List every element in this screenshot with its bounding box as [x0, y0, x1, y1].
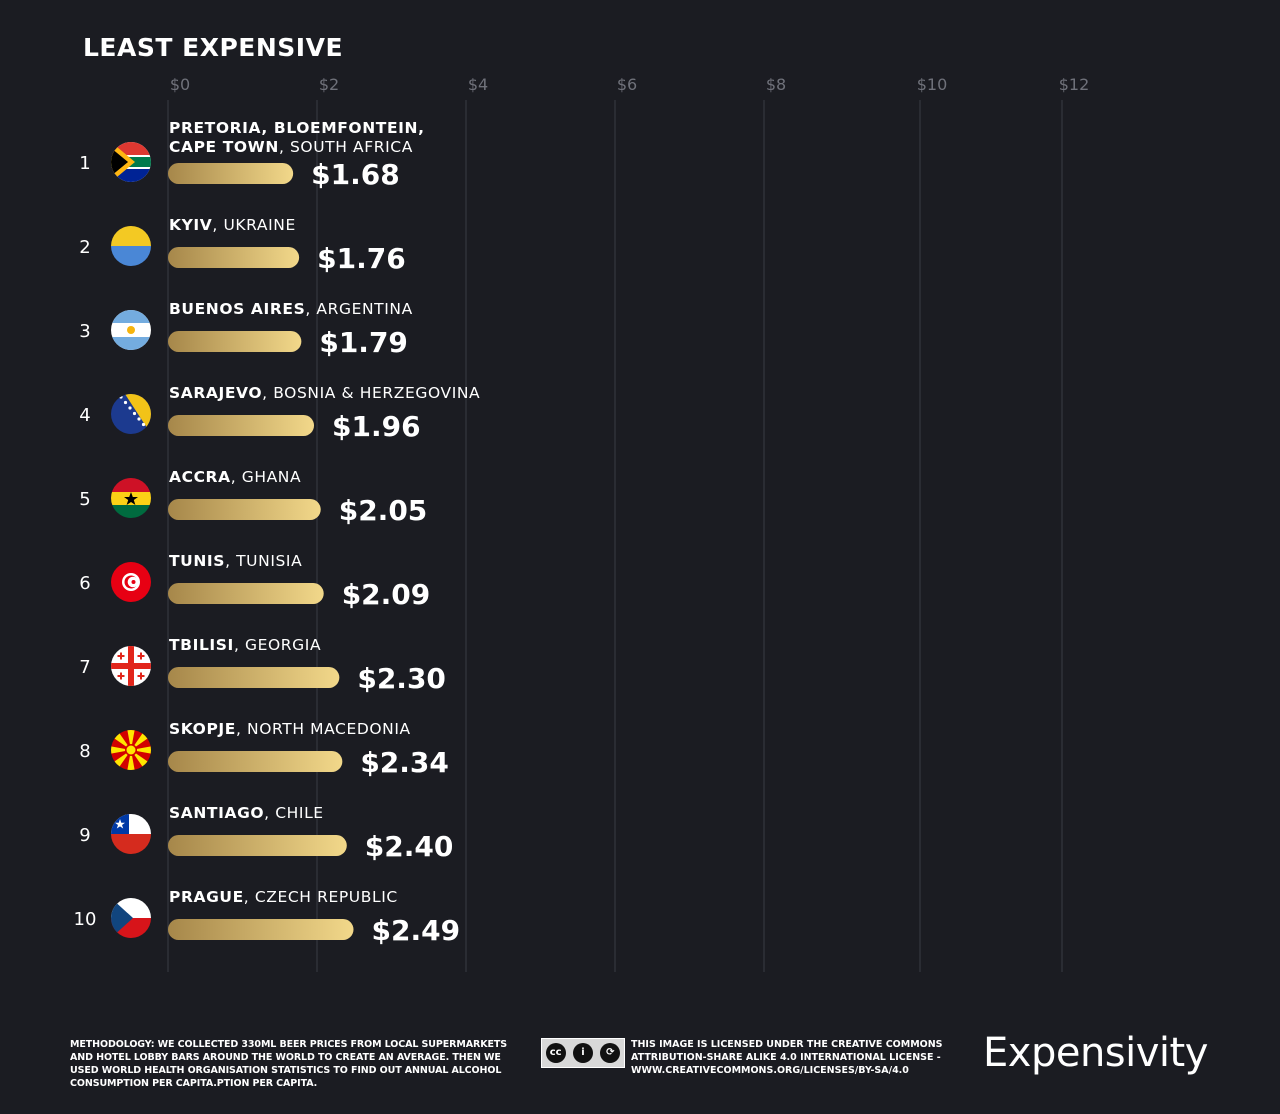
chart: LEAST EXPENSIVE $0 $2 $4 $6 $8 $10 $12 1 PRETOR…	[74, 33, 1090, 972]
bar-row: 4 SARAJEVO, BOSNIA & HERZEGOVINA $1.96	[79, 384, 480, 443]
x-tick-label: $4	[468, 75, 488, 94]
value-label: $1.76	[317, 242, 406, 275]
methodology-text-2: STATISTICS TO FIND OUT ANNUAL ALCOHOL CO…	[70, 1065, 502, 1089]
bar	[168, 919, 354, 940]
czech-flag-icon	[111, 898, 151, 938]
x-tick-label: $10	[917, 75, 948, 94]
bar	[168, 835, 347, 856]
rank-label: 8	[79, 741, 90, 762]
argentina-flag-icon	[111, 310, 151, 350]
x-tick-label: $6	[617, 75, 637, 94]
georgia-flag-icon	[111, 646, 151, 686]
sa-icon: ⟳	[600, 1043, 621, 1063]
bar-row: 1 PRETORIA, BLOEMFONTEIN,CAPE TOWN, SOUTH…	[79, 119, 424, 191]
value-label: $2.40	[365, 830, 454, 863]
rank-label: 3	[79, 321, 90, 342]
rank-label: 2	[79, 237, 90, 258]
bar	[168, 667, 340, 688]
bar	[168, 247, 300, 268]
value-label: $1.96	[332, 410, 421, 443]
x-tick-label: $12	[1059, 75, 1090, 94]
rank-label: 6	[79, 573, 90, 594]
city-label: PRAGUE, CZECH REPUBLIC	[169, 888, 398, 906]
value-label: $1.79	[319, 326, 408, 359]
value-label: $2.09	[342, 578, 431, 611]
value-label: $2.30	[357, 662, 446, 695]
bar	[168, 583, 324, 604]
bar	[168, 751, 343, 772]
city-label: SANTIAGO, CHILE	[169, 804, 324, 822]
methodology-bold: WORLD HEALTH ORGANISATION	[101, 1065, 268, 1076]
x-tick-label: $8	[766, 75, 786, 94]
bar-row: 6 TUNIS, TUNISIA $2.09	[79, 552, 430, 611]
bar	[168, 331, 302, 352]
license-text: THIS IMAGE IS LICENSED UNDER THE CREATIV…	[631, 1039, 943, 1076]
city-label: KYIV, UKRAINE	[169, 216, 296, 234]
rank-label: 9	[79, 825, 90, 846]
bar-row: 5 ACCRA, GHANA $2.05	[79, 468, 427, 527]
city-label: CAPE TOWN, SOUTH AFRICA	[169, 138, 413, 156]
tunisia-flag-icon	[111, 562, 151, 602]
ghana-flag-icon	[111, 478, 151, 518]
value-label: $2.49	[372, 914, 461, 947]
city-label: SKOPJE, NORTH MACEDONIA	[169, 720, 411, 738]
x-tick-label: $0	[170, 75, 190, 94]
brand-logo: Expensivity	[983, 1030, 1208, 1076]
city-label: TUNIS, TUNISIA	[169, 552, 302, 570]
city-label: SARAJEVO, BOSNIA & HERZEGOVINA	[169, 384, 480, 402]
by-icon: i	[572, 1043, 593, 1063]
methodology-note: METHODOLOGY: WE COLLECTED 330ML BEER PRI…	[70, 1038, 510, 1090]
south-africa-flag-icon	[111, 142, 151, 182]
rank-label: 7	[79, 657, 90, 678]
bar	[168, 415, 315, 436]
rank-label: 4	[79, 405, 90, 426]
value-label: $2.05	[339, 494, 428, 527]
bar-row: 7 TBILISI, GEORGIA $2.30	[79, 636, 446, 695]
cc-license-badge[interactable]: cc i ⟳	[541, 1038, 625, 1068]
ukraine-flag-icon	[111, 226, 151, 266]
bosnia-flag-icon	[111, 394, 151, 434]
chart-title: LEAST EXPENSIVE	[83, 33, 343, 62]
bar-row: 9 SANTIAGO, CHILE $2.40	[79, 804, 453, 863]
rank-label: 10	[74, 909, 97, 930]
methodology-label: METHODOLOGY:	[70, 1039, 155, 1050]
city-label: PRETORIA, BLOEMFONTEIN,	[169, 119, 425, 137]
bar-row: 2 KYIV, UKRAINE $1.76	[79, 216, 405, 275]
city-label: TBILISI, GEORGIA	[169, 636, 321, 654]
chile-flag-icon	[111, 814, 151, 854]
city-label: BUENOS AIRES, ARGENTINA	[169, 300, 413, 318]
rank-label: 1	[79, 153, 90, 174]
bar-row: 3 BUENOS AIRES, ARGENTINA $1.79	[79, 300, 413, 359]
value-label: $2.34	[360, 746, 449, 779]
bar	[168, 163, 294, 184]
bar-row: 10 PRAGUE, CZECH REPUBLIC $2.49	[74, 888, 461, 947]
city-label: ACCRA, GHANA	[169, 468, 301, 486]
macedonia-flag-icon	[111, 730, 151, 770]
bar	[168, 499, 321, 520]
methodology-text-1: WE COLLECTED 330ML BEER PRICES FROM LOCA…	[70, 1039, 507, 1076]
cc-icon: cc	[545, 1043, 566, 1063]
bar-row: 8 SKOPJE, NORTH MACEDONIA $2.34	[79, 720, 449, 779]
value-label: $1.68	[311, 158, 400, 191]
x-tick-label: $2	[319, 75, 339, 94]
rank-label: 5	[79, 489, 90, 510]
